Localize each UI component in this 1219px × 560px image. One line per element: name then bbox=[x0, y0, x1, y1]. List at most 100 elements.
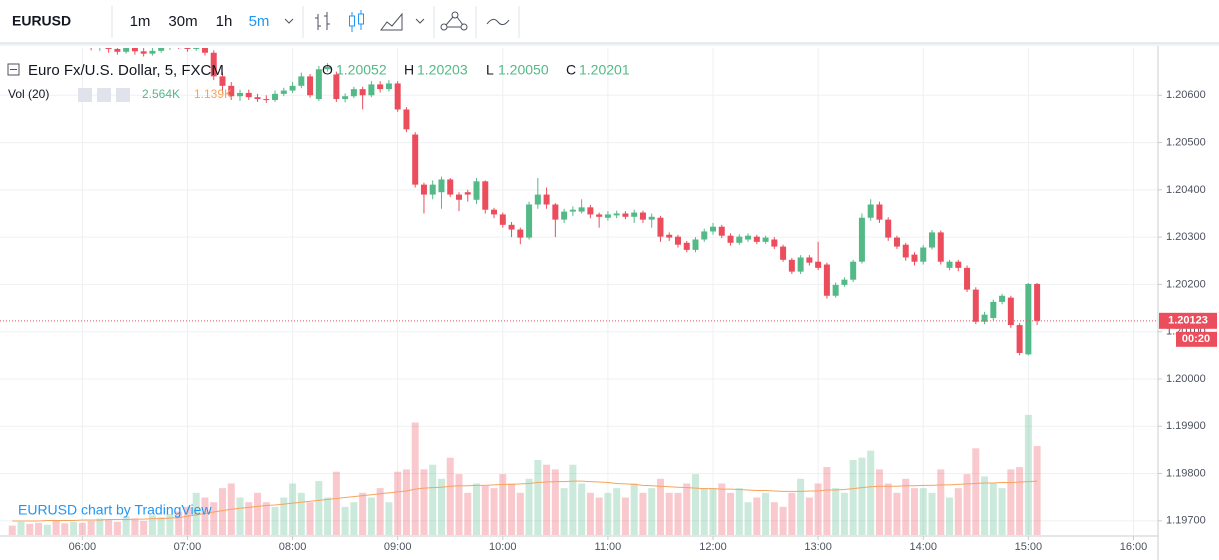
volume-bar bbox=[359, 492, 367, 535]
symbol[interactable]: EURUSD bbox=[12, 13, 71, 29]
countdown-tag bbox=[1176, 331, 1217, 347]
candle-body bbox=[1016, 325, 1023, 353]
volume-bar bbox=[665, 492, 673, 535]
candle-body bbox=[841, 279, 848, 285]
volume-layer bbox=[8, 414, 1041, 535]
volume-bar bbox=[753, 497, 761, 535]
volume-bar bbox=[788, 492, 796, 535]
ohlc-name: C bbox=[566, 62, 576, 78]
candle-body bbox=[280, 90, 287, 94]
y-tick-label: 1.20200 bbox=[1166, 278, 1206, 290]
volume-bar bbox=[508, 483, 516, 535]
candles-icon[interactable] bbox=[349, 15, 355, 27]
volume-bar bbox=[998, 488, 1006, 535]
x-tick-label: 16:00 bbox=[1120, 541, 1148, 553]
volume-bar bbox=[210, 502, 218, 535]
volume-bar bbox=[928, 492, 936, 535]
candle-body bbox=[657, 217, 664, 237]
candle-body bbox=[815, 261, 822, 268]
dropdown-icon[interactable] bbox=[284, 18, 294, 24]
bars-icon[interactable] bbox=[315, 12, 330, 30]
volume-bar bbox=[183, 506, 191, 535]
volume-bar bbox=[884, 483, 892, 535]
volume-bar bbox=[613, 488, 621, 535]
volume-bar bbox=[858, 457, 866, 535]
volume-bar bbox=[297, 492, 305, 535]
volume-bar bbox=[8, 525, 16, 535]
candle-body bbox=[438, 179, 445, 193]
ohlc-value: 1.20052 bbox=[336, 62, 387, 78]
candle-body bbox=[692, 239, 699, 250]
volume-bar bbox=[963, 474, 971, 535]
x-tick-label: 15:00 bbox=[1015, 541, 1043, 553]
candles-icon[interactable] bbox=[358, 13, 364, 25]
dropdown-icon[interactable] bbox=[415, 18, 425, 24]
countdown-label: 00:20 bbox=[1182, 333, 1210, 345]
candle-body bbox=[289, 85, 296, 91]
candle-body bbox=[753, 236, 760, 242]
volume-bar bbox=[131, 518, 139, 535]
volume-bar bbox=[394, 471, 402, 535]
interval[interactable]: 30m bbox=[168, 13, 197, 30]
volume-bar bbox=[867, 450, 875, 535]
volume-bar bbox=[61, 523, 69, 535]
candle-body bbox=[543, 194, 550, 205]
toolbar bbox=[0, 0, 1219, 43]
volume-bar bbox=[534, 460, 542, 535]
volume-bar bbox=[254, 492, 262, 535]
candle-body bbox=[797, 257, 804, 272]
area-icon[interactable] bbox=[380, 12, 403, 31]
close-icon[interactable] bbox=[116, 88, 130, 102]
settings-icon[interactable] bbox=[78, 88, 92, 102]
indicators-icon[interactable] bbox=[440, 11, 468, 31]
volume-bar bbox=[692, 474, 700, 535]
candle-body bbox=[578, 207, 585, 212]
volume-bar bbox=[840, 492, 848, 535]
candle-body bbox=[210, 52, 217, 77]
interval[interactable]: 1m bbox=[130, 13, 151, 30]
candle-body bbox=[701, 231, 708, 240]
volume-bar bbox=[910, 488, 918, 535]
volume-value: 2.564K bbox=[142, 87, 180, 101]
x-tick-label: 09:00 bbox=[384, 541, 412, 553]
candle-body bbox=[596, 214, 603, 217]
volume-bar bbox=[902, 478, 910, 535]
volume-bar bbox=[700, 488, 708, 535]
volume-bar bbox=[797, 478, 805, 535]
volume-bar bbox=[1033, 445, 1041, 535]
volume-bar bbox=[236, 497, 244, 535]
candle-body bbox=[867, 204, 874, 218]
candle-body bbox=[394, 83, 401, 110]
candle-body bbox=[999, 295, 1006, 302]
volume-bar bbox=[551, 469, 559, 535]
candle-body bbox=[342, 96, 349, 100]
compare-icon[interactable] bbox=[486, 18, 510, 26]
candle-body bbox=[368, 84, 375, 96]
interval[interactable]: 1h bbox=[216, 13, 233, 30]
volume-bar bbox=[919, 488, 927, 535]
volume-bar bbox=[586, 492, 594, 535]
candle-body bbox=[587, 207, 594, 215]
volume-bar bbox=[70, 521, 78, 535]
x-tick-label: 12:00 bbox=[699, 541, 727, 553]
candle-body bbox=[639, 212, 646, 220]
volume-bar bbox=[411, 422, 419, 535]
volume-bar bbox=[464, 492, 472, 535]
candle-body bbox=[955, 261, 962, 268]
candle-body bbox=[534, 194, 541, 205]
volume-bar bbox=[499, 474, 507, 535]
settings-icon[interactable] bbox=[97, 88, 111, 102]
x-tick-label: 14:00 bbox=[909, 541, 937, 553]
volume-bar bbox=[87, 520, 95, 535]
candle-body bbox=[552, 204, 559, 220]
volume-bar bbox=[376, 488, 384, 535]
collapse-icon[interactable] bbox=[7, 63, 20, 76]
watermark[interactable]: EURUSD chart by TradingView bbox=[18, 502, 212, 518]
candle-body bbox=[823, 264, 830, 296]
candle-body bbox=[176, 43, 182, 46]
volume-bar bbox=[245, 502, 253, 535]
candle-body bbox=[832, 284, 839, 296]
candle-body bbox=[307, 76, 314, 96]
candle-body bbox=[377, 84, 384, 90]
interval-active[interactable]: 5m bbox=[249, 13, 270, 30]
